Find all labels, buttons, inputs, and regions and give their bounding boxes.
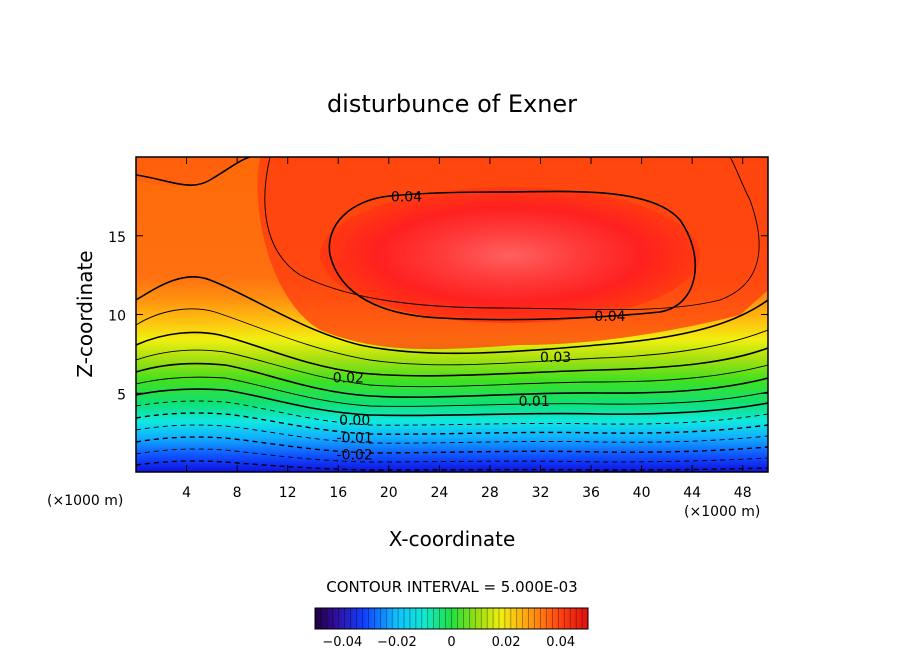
x-tick-label: 44 [683,485,701,501]
contour-line [136,400,768,426]
x-tick-label: 8 [233,485,242,501]
contour-label: 0.04 [391,189,422,205]
contour-line [136,448,768,463]
contour-line [136,331,768,377]
x-unit-left: (×1000 m) [47,493,123,509]
chart-title: disturbunce of Exner [327,90,577,118]
x-tick-label: 36 [582,485,600,501]
colorbar: −0.04 −0.02 0 0.02 0.04 [314,607,589,650]
x-tick-label: 28 [481,485,499,501]
x-tick-label: 48 [734,485,752,501]
contour-label: -0.02 [337,448,373,464]
y-tick-label: 15 [108,230,126,246]
contour-interval-text: CONTOUR INTERVAL = 5.000E-03 [326,578,577,596]
contour-lines [136,157,768,471]
x-tick-label: 16 [329,485,347,501]
colorbar-tick-label: 0.04 [546,635,575,650]
contour-line [328,190,697,321]
contour-line [136,376,768,407]
y-axis-ticks: 5 10 15 [108,230,768,403]
contour-line [136,349,768,388]
contour-line [136,276,768,355]
contour-line [136,388,768,417]
x-tick-label: 24 [430,485,448,501]
x-tick-label: 12 [279,485,297,501]
y-axis-label: Z-coordinate [73,250,97,377]
left-top-orange-lobe [136,157,240,186]
colorbar-tick-label: −0.02 [377,635,417,650]
contour-line [136,362,768,398]
colorbar-ticks: −0.04 −0.02 0 0.02 0.04 [322,635,575,650]
contour-line [136,436,768,454]
contour-line [136,308,768,366]
contour-line [136,412,768,435]
contour-label: 0.03 [540,350,571,366]
colorbar-stripes [320,608,583,629]
high-pressure-core [320,187,700,323]
x-tick-label: 40 [633,485,651,501]
contour-line [136,424,768,444]
colorbar-tick-label: 0 [447,635,455,650]
x-tick-label: 20 [380,485,398,501]
contour-line [136,157,251,186]
contour-label: 0.04 [594,309,625,325]
contour-line [264,157,760,311]
y-tick-label: 10 [108,309,126,325]
x-tick-label: 4 [182,485,191,501]
x-tick-label: 32 [532,485,550,501]
contour-label: 0.01 [519,394,550,410]
contour-labels: 0.04 0.04 0.03 0.02 0.01 0.00-0.01 -0.02 [333,189,626,464]
colorbar-tick-label: −0.04 [322,635,362,650]
contour-label: 0.02 [333,371,364,387]
contour-label: 0.00 [339,413,370,429]
contour-label: -0.01 [337,430,373,446]
colorbar-tick-label: 0.02 [492,635,521,650]
x-axis-label: X-coordinate [389,527,516,551]
x-axis-ticks: 4 8 12 16 20 24 28 32 36 40 44 48 [182,157,752,501]
plot-area: 0.04 0.04 0.03 0.02 0.01 0.00-0.01 -0.02 [136,157,768,472]
contour-line [136,460,768,471]
y-tick-label: 5 [117,387,126,403]
x-unit-right: (×1000 m) [684,504,760,520]
